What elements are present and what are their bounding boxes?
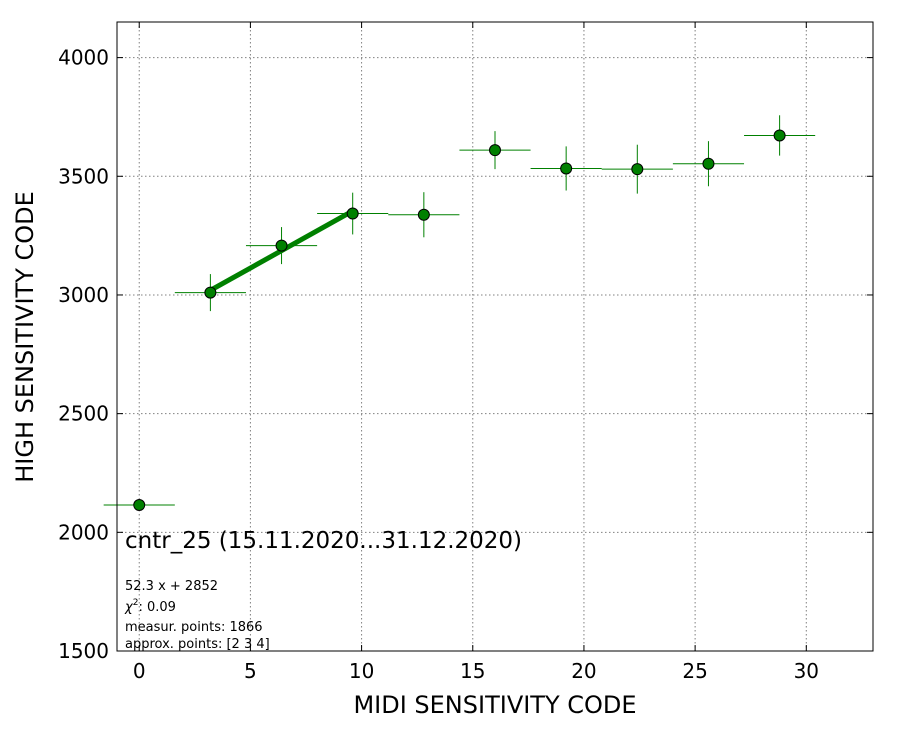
x-tick-label: 5: [244, 659, 257, 683]
grid-lines: [117, 22, 873, 652]
axis-ticks: 0 5 10 15 20 25 30 1500 2000 2500 3000 3500 4000: [58, 22, 873, 683]
data-point: [560, 162, 573, 175]
chi2-value: : 0.09: [138, 600, 175, 615]
y-tick-label: 1500: [58, 639, 109, 663]
annotation-approx-points: approx. points: [2 3 4]: [125, 637, 270, 652]
y-tick-label: 3000: [58, 283, 109, 307]
data-point: [773, 129, 786, 142]
chi2-superscript: 2: [133, 598, 139, 608]
data-point: [275, 239, 288, 252]
annotation-title: cntr_25 (15.11.2020...31.12.2020): [125, 528, 522, 554]
data-point: [204, 286, 217, 299]
x-tick-label: 20: [571, 659, 596, 683]
data-point: [417, 208, 430, 221]
y-tick-label: 4000: [58, 46, 109, 70]
annotation-equation: 52.3 x + 2852: [125, 579, 218, 594]
data-point: [631, 163, 644, 176]
annotation-measur-points: measur. points: 1866: [125, 620, 263, 635]
y-tick-label: 2000: [58, 520, 109, 544]
data-point: [133, 499, 146, 512]
x-axis-label: MIDI SENSITIVITY CODE: [353, 691, 636, 719]
x-tick-label: 15: [460, 659, 485, 683]
plot-frame: [116, 21, 874, 652]
error-bars: [103, 115, 816, 506]
annotation-chi2: χ2: 0.09: [124, 598, 176, 615]
x-tick-label: 10: [349, 659, 374, 683]
data-point: [702, 157, 715, 170]
x-tick-label: 0: [133, 659, 146, 683]
data-point: [489, 144, 501, 157]
x-tick-label: 25: [682, 659, 707, 683]
chi2-symbol: χ: [124, 600, 134, 615]
y-tick-label: 2500: [58, 402, 109, 426]
data-points: [133, 129, 786, 512]
data-point: [346, 207, 359, 220]
y-tick-label: 3500: [58, 164, 109, 188]
x-tick-label: 30: [794, 659, 819, 683]
y-axis-label: HIGH SENSITIVITY CODE: [11, 191, 39, 483]
